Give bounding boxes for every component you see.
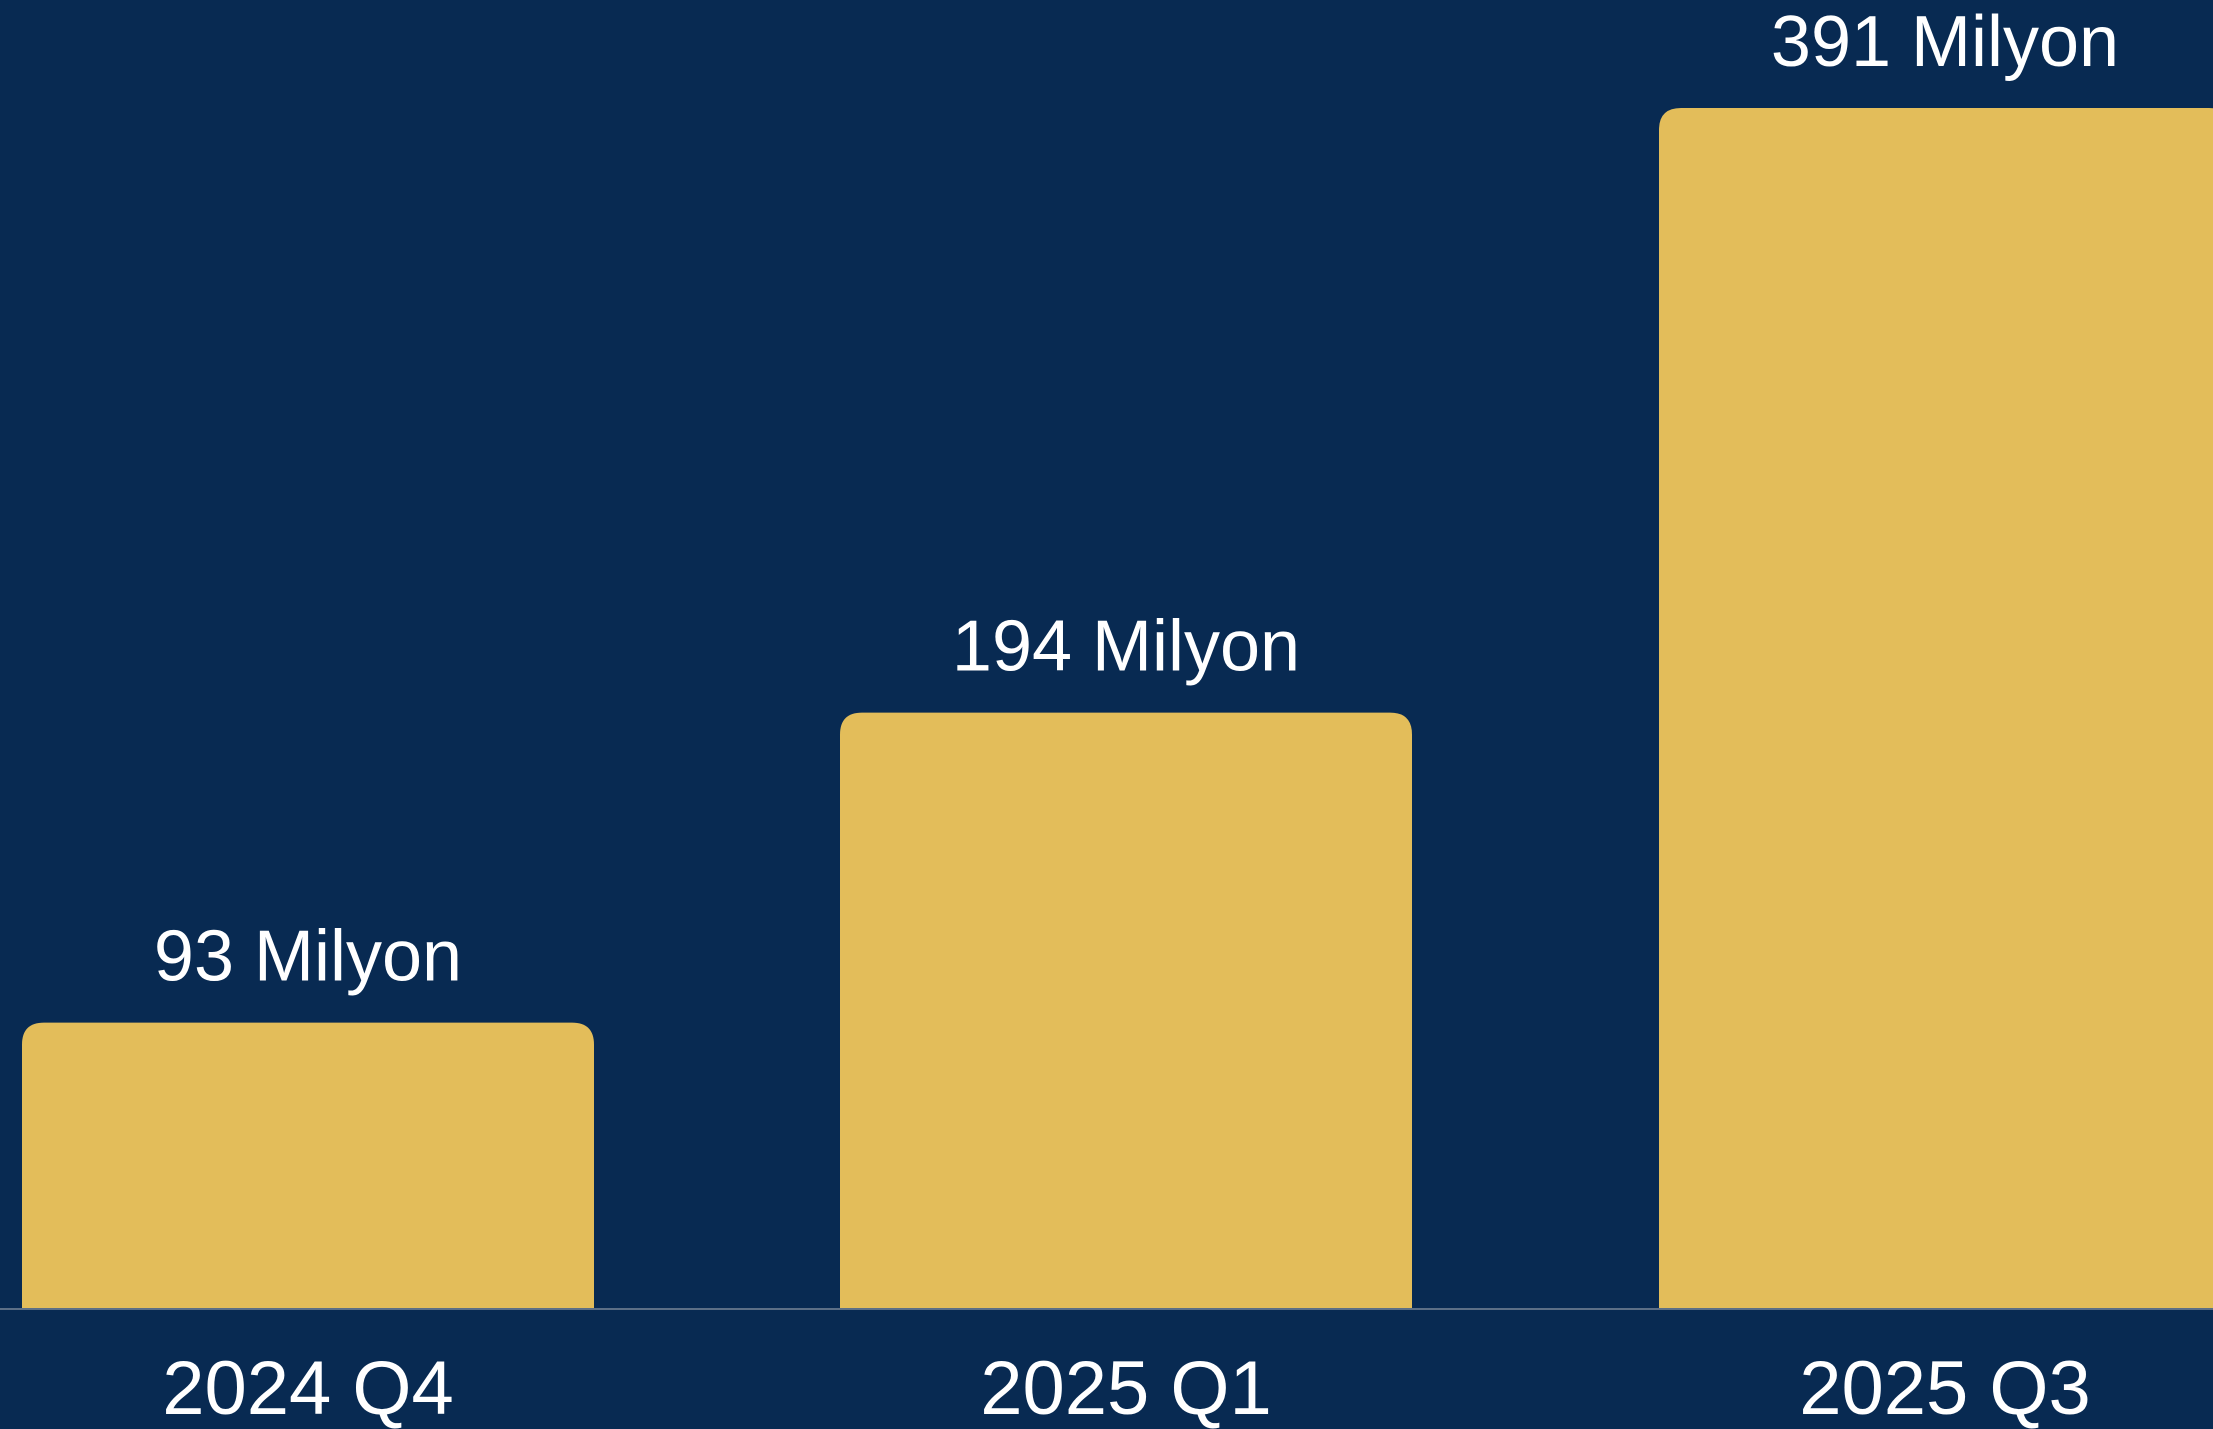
bar-2025-q1 [840,712,1412,1308]
bar-2025-q3 [1659,108,2213,1308]
labels-layer: 93 Milyon 2024 Q4 194 Milyon 2025 Q1 391 Mil… [154,2,2119,1429]
x-tick-label: 2025 Q1 [980,1346,1272,1429]
x-tick-label: 2025 Q3 [1799,1346,2091,1429]
data-label: 93 Milyon [154,917,462,997]
data-label: 391 Milyon [1771,2,2119,82]
data-label: 194 Milyon [952,607,1300,687]
bars-layer [22,108,2213,1308]
x-tick-label: 2024 Q4 [162,1346,454,1429]
bar-2024-q4 [22,1022,594,1308]
